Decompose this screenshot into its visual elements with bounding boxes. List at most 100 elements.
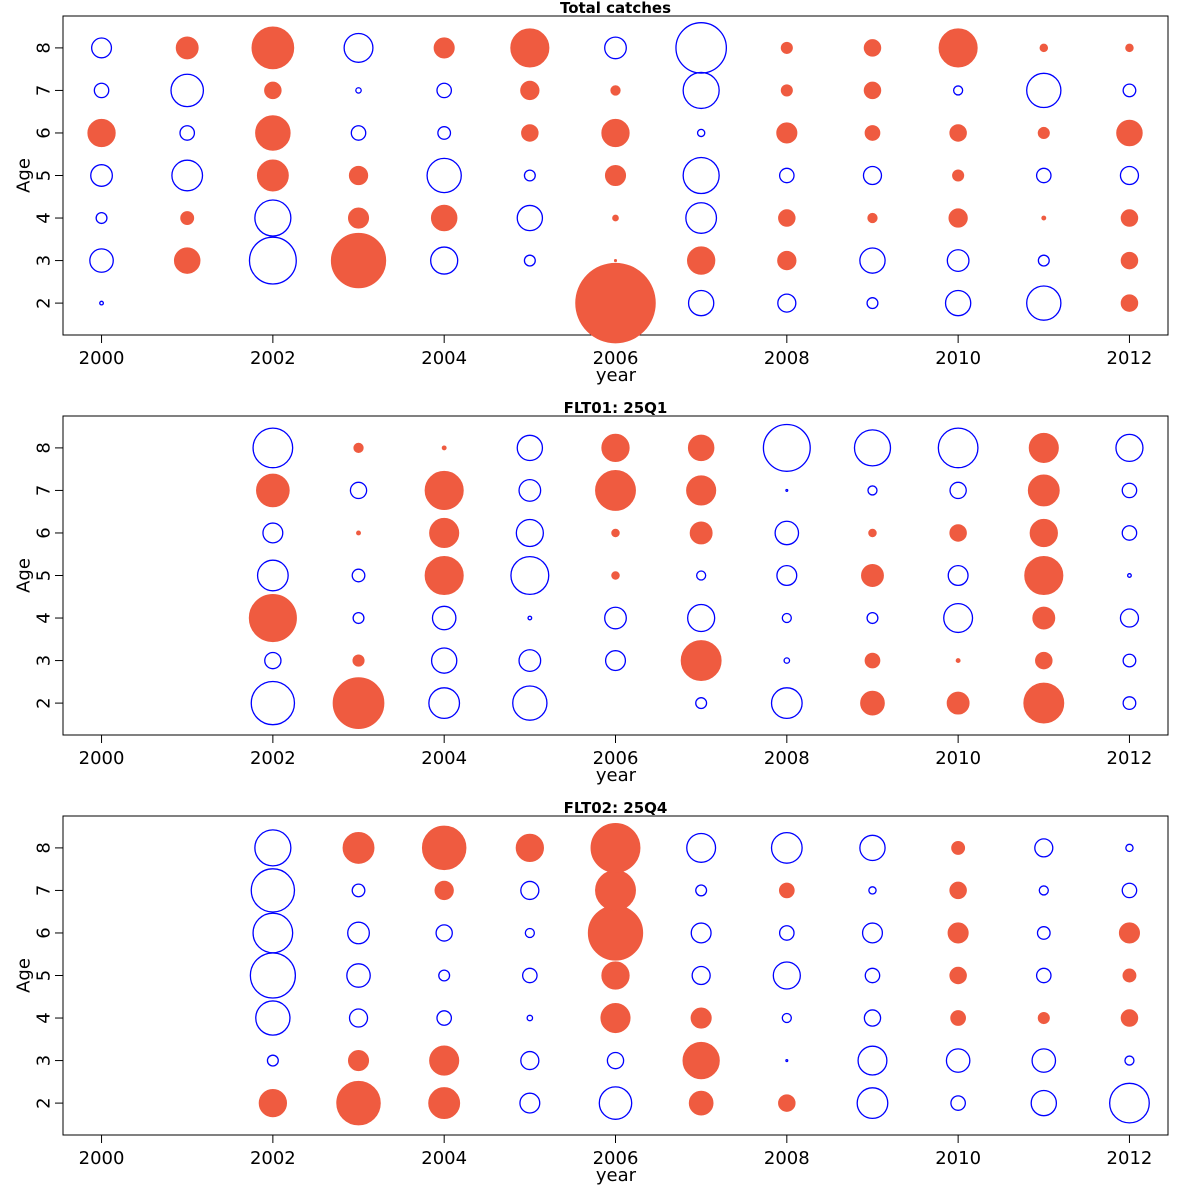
bubble-positive: [1027, 474, 1060, 507]
bubble-negative: [255, 1000, 291, 1036]
bubble-positive: [601, 433, 630, 463]
bubble-negative: [1119, 165, 1140, 186]
bubble-positive: [1120, 1009, 1139, 1027]
y-tick-label: 8: [34, 442, 55, 453]
bubble-negative: [866, 297, 879, 310]
bubble-positive: [342, 831, 375, 864]
bubble-negative: [436, 82, 453, 99]
y-tick-label: 7: [34, 885, 55, 896]
bubble-negative: [519, 1092, 541, 1114]
bubble-negative: [527, 615, 533, 621]
bubble-negative: [171, 159, 204, 192]
bubble-negative: [1124, 1055, 1135, 1066]
bubble-positive: [1120, 209, 1139, 227]
x-tick-label: 2010: [935, 348, 981, 369]
x-tick-label: 2002: [250, 1148, 296, 1169]
bubble-positive: [610, 85, 621, 96]
x-tick-label: 2004: [421, 1148, 467, 1169]
chart-title: Total catches: [560, 0, 671, 17]
bubble-negative: [952, 85, 964, 96]
bubble-positive: [255, 115, 291, 151]
x-axis-label: year: [596, 765, 637, 786]
bubble-negative: [785, 1059, 789, 1063]
bubble-negative: [516, 434, 544, 462]
y-tick-label: 8: [34, 842, 55, 853]
bubble-negative: [89, 248, 114, 273]
bubble-positive: [332, 677, 385, 729]
bubble-positive: [587, 905, 644, 961]
bubble-negative: [1121, 882, 1138, 899]
bubble-negative: [696, 570, 707, 581]
bubble-negative: [1034, 838, 1054, 858]
bubble-negative: [426, 157, 462, 194]
bubble-negative: [944, 289, 972, 317]
bubble-positive: [347, 1050, 370, 1072]
bubble-negative: [523, 254, 536, 267]
bubble-negative: [526, 1014, 534, 1022]
y-tick-label: 2: [34, 297, 55, 308]
chart-title: FLT01: 25Q1: [564, 399, 668, 417]
bubble-negative: [867, 485, 878, 496]
bubble-positive: [860, 690, 885, 716]
bubble-negative: [512, 685, 548, 721]
bubble-positive: [778, 209, 796, 227]
bubble-negative: [1026, 285, 1062, 321]
y-tick-label: 4: [34, 1012, 55, 1023]
bubble-negative: [428, 687, 461, 720]
y-tick-label: 8: [34, 42, 55, 53]
bubble-positive: [1120, 294, 1139, 312]
bubble-positive: [429, 1045, 460, 1076]
bubble-negative: [1031, 1048, 1057, 1073]
y-tick-label: 6: [34, 127, 55, 138]
bubble-negative: [690, 922, 712, 944]
bubble-negative: [1122, 696, 1137, 711]
bubble-positive: [1024, 555, 1064, 596]
bubble-positive: [949, 881, 967, 900]
y-tick-label: 2: [34, 697, 55, 708]
bubble-negative: [254, 829, 292, 867]
bubble-negative: [781, 1012, 792, 1024]
bubble-positive: [776, 122, 798, 144]
bubble-negative: [510, 555, 550, 596]
bubble-positive: [1118, 922, 1141, 944]
bubble-negative: [776, 564, 798, 587]
bubble-negative: [93, 82, 110, 99]
x-axis-label: year: [596, 365, 637, 386]
bubble-negative: [863, 1009, 882, 1027]
bubble-negative: [856, 1087, 889, 1120]
bubble-positive: [429, 517, 460, 549]
bubble-negative: [436, 1010, 453, 1026]
bubble-negative: [516, 204, 544, 232]
bubble-negative: [346, 963, 371, 988]
bubble-positive: [950, 1010, 966, 1026]
bubble-positive: [780, 84, 793, 97]
x-tick-label: 2006: [593, 748, 639, 769]
bubble-positive: [424, 555, 464, 596]
y-tick-label: 4: [34, 212, 55, 223]
x-tick-label: 2008: [764, 748, 810, 769]
bubble-negative: [90, 164, 113, 187]
bubble-positive: [951, 840, 966, 855]
x-axis-label: year: [596, 1165, 637, 1186]
x-tick-label: 2006: [593, 348, 639, 369]
bubble-positive: [952, 169, 965, 182]
bubble-positive: [948, 208, 968, 228]
bubble-positive: [521, 124, 539, 142]
bubble-positive: [441, 445, 447, 451]
bubble-negative: [520, 880, 540, 901]
bubble-negative: [946, 249, 970, 273]
bubble-negative: [1109, 1082, 1150, 1124]
bubble-negative: [1125, 843, 1134, 853]
bubble-positive: [601, 961, 630, 990]
bubble-negative: [1035, 167, 1052, 184]
y-axis-label: Age: [14, 958, 35, 993]
bubble-negative: [864, 967, 881, 984]
bubble-negative: [866, 611, 879, 625]
bubble-positive: [173, 247, 201, 274]
bubble-negative: [348, 1008, 369, 1028]
bubble-negative: [1122, 653, 1137, 668]
bubble-negative: [675, 22, 728, 74]
bubble-negative: [99, 300, 104, 306]
panel-2: FLT01: 25Q1 2000 2002 2004 2006 2008 2010 2012 y…: [14, 399, 1169, 786]
bubble-negative: [250, 868, 296, 913]
